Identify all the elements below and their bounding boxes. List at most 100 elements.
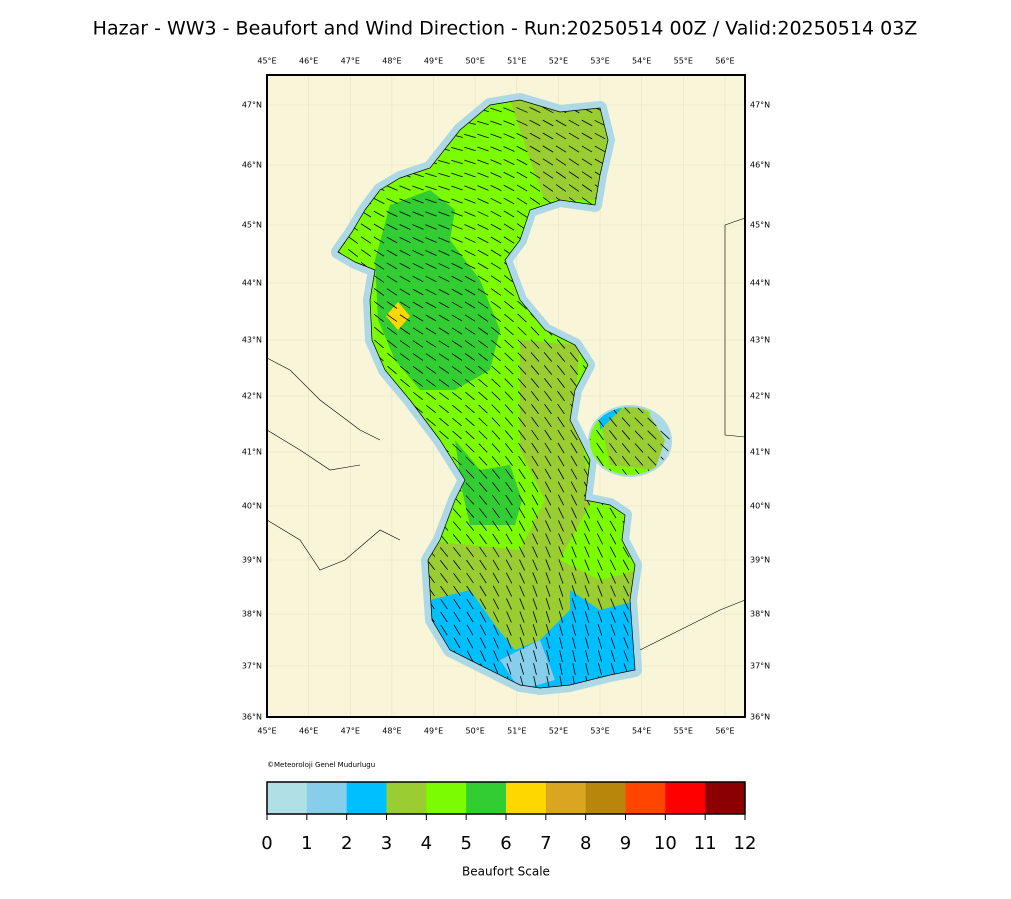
wind-arrow — [425, 250, 437, 256]
wind-arrow — [491, 469, 501, 479]
wind-arrow — [490, 107, 502, 113]
wind-arrow — [464, 185, 476, 191]
wind-arrow — [427, 560, 435, 570]
wind-arrow — [545, 624, 551, 636]
wind-arrow — [571, 546, 577, 558]
wind-arrow — [609, 559, 617, 571]
colorbar-tick-label: 3 — [381, 833, 392, 854]
wind-arrow — [623, 650, 629, 662]
wind-arrow — [557, 468, 565, 480]
wind-arrow — [623, 637, 629, 649]
lon-label: 45°E — [257, 727, 276, 736]
wind-arrow — [479, 611, 487, 623]
wind-arrow — [412, 262, 424, 270]
wind-arrow — [492, 572, 500, 584]
wind-arrow — [438, 392, 450, 400]
colorbar-cell — [466, 782, 507, 814]
wind-arrow — [491, 443, 501, 453]
wind-arrow — [425, 379, 437, 387]
wind-arrow — [543, 365, 553, 375]
wind-arrow — [555, 158, 567, 166]
wind-arrow — [585, 637, 589, 649]
wind-arrow — [492, 520, 500, 532]
wind-arrow — [506, 637, 512, 649]
wind-arrow — [386, 236, 398, 244]
wind-arrow — [491, 430, 501, 440]
wind-arrow — [478, 352, 488, 362]
wind-arrow — [425, 172, 437, 178]
wind-arrow — [477, 133, 489, 139]
wind-arrow — [506, 663, 512, 675]
wind-arrow — [490, 288, 502, 296]
wind-arrow — [412, 314, 424, 322]
wind-arrow — [387, 352, 397, 362]
wind-arrow — [533, 650, 537, 662]
wind-arrow — [492, 482, 500, 492]
wind-arrow — [517, 378, 527, 388]
wind-arrow — [412, 250, 424, 256]
colorbar-cell — [545, 782, 587, 814]
wind-arrow — [490, 210, 502, 218]
wind-arrow — [453, 598, 461, 610]
wind-arrow — [570, 377, 578, 389]
wind-arrow — [491, 378, 501, 388]
wind-arrow — [581, 158, 593, 166]
wind-arrow — [451, 172, 463, 178]
wind-arrow — [373, 288, 385, 296]
lat-label: 40°N — [242, 502, 262, 511]
wind-arrow — [555, 132, 567, 140]
wind-arrow — [555, 184, 567, 192]
lat-label: 47°N — [750, 101, 770, 110]
wind-arrow — [647, 417, 657, 427]
wind-arrow — [465, 482, 475, 492]
wind-arrow — [609, 507, 617, 519]
wind-arrow — [452, 508, 462, 518]
wind-arrow — [570, 442, 578, 454]
wind-arrow — [478, 404, 488, 414]
borders — [266, 217, 746, 651]
wind-arrow — [479, 624, 487, 636]
wind-arrow — [479, 533, 487, 545]
lon-label: 53°E — [590, 727, 609, 736]
wind-arrow — [465, 443, 475, 453]
wind-arrow — [438, 198, 450, 204]
wind-arrow — [503, 275, 515, 283]
wind-arrow — [542, 132, 554, 140]
wind-arrow — [517, 326, 527, 336]
wind-arrow — [451, 314, 463, 322]
wind-arrow — [506, 650, 512, 662]
wind-arrow — [584, 520, 590, 532]
wind-arrow — [490, 185, 502, 191]
lat-label: 44°N — [750, 279, 770, 288]
colorbar-cell — [585, 782, 626, 814]
wind-arrow — [542, 106, 554, 114]
wind-arrow — [425, 237, 437, 243]
wind-arrow — [532, 546, 538, 558]
wind-arrow — [533, 676, 537, 688]
wind-arrow — [438, 314, 450, 322]
wind-arrow — [504, 365, 514, 375]
wind-arrow — [609, 442, 617, 454]
wind-arrow — [660, 443, 670, 453]
wind-arrow — [634, 430, 644, 440]
wind-arrow — [399, 288, 411, 296]
wind-arrow — [477, 275, 489, 283]
wind-arrow — [493, 650, 499, 662]
colorbar-tick-label: 10 — [654, 833, 677, 854]
wind-arrow — [558, 520, 564, 532]
wind-arrow — [347, 236, 359, 244]
wind-arrow — [545, 546, 551, 558]
wind-arrow — [519, 559, 525, 571]
wind-arrow — [516, 120, 528, 126]
wind-arrow — [438, 301, 450, 309]
wind-arrow — [519, 624, 525, 636]
wind-arrow — [544, 442, 552, 454]
colorbar-tick-label: 5 — [460, 833, 471, 854]
wind-arrow — [465, 508, 475, 518]
wind-arrow — [492, 507, 500, 519]
wind-arrow — [530, 352, 540, 362]
wind-arrow — [610, 572, 616, 584]
wind-arrow — [492, 598, 500, 610]
colorbar-tick-label: 2 — [341, 833, 352, 854]
wind-arrow — [465, 534, 475, 544]
